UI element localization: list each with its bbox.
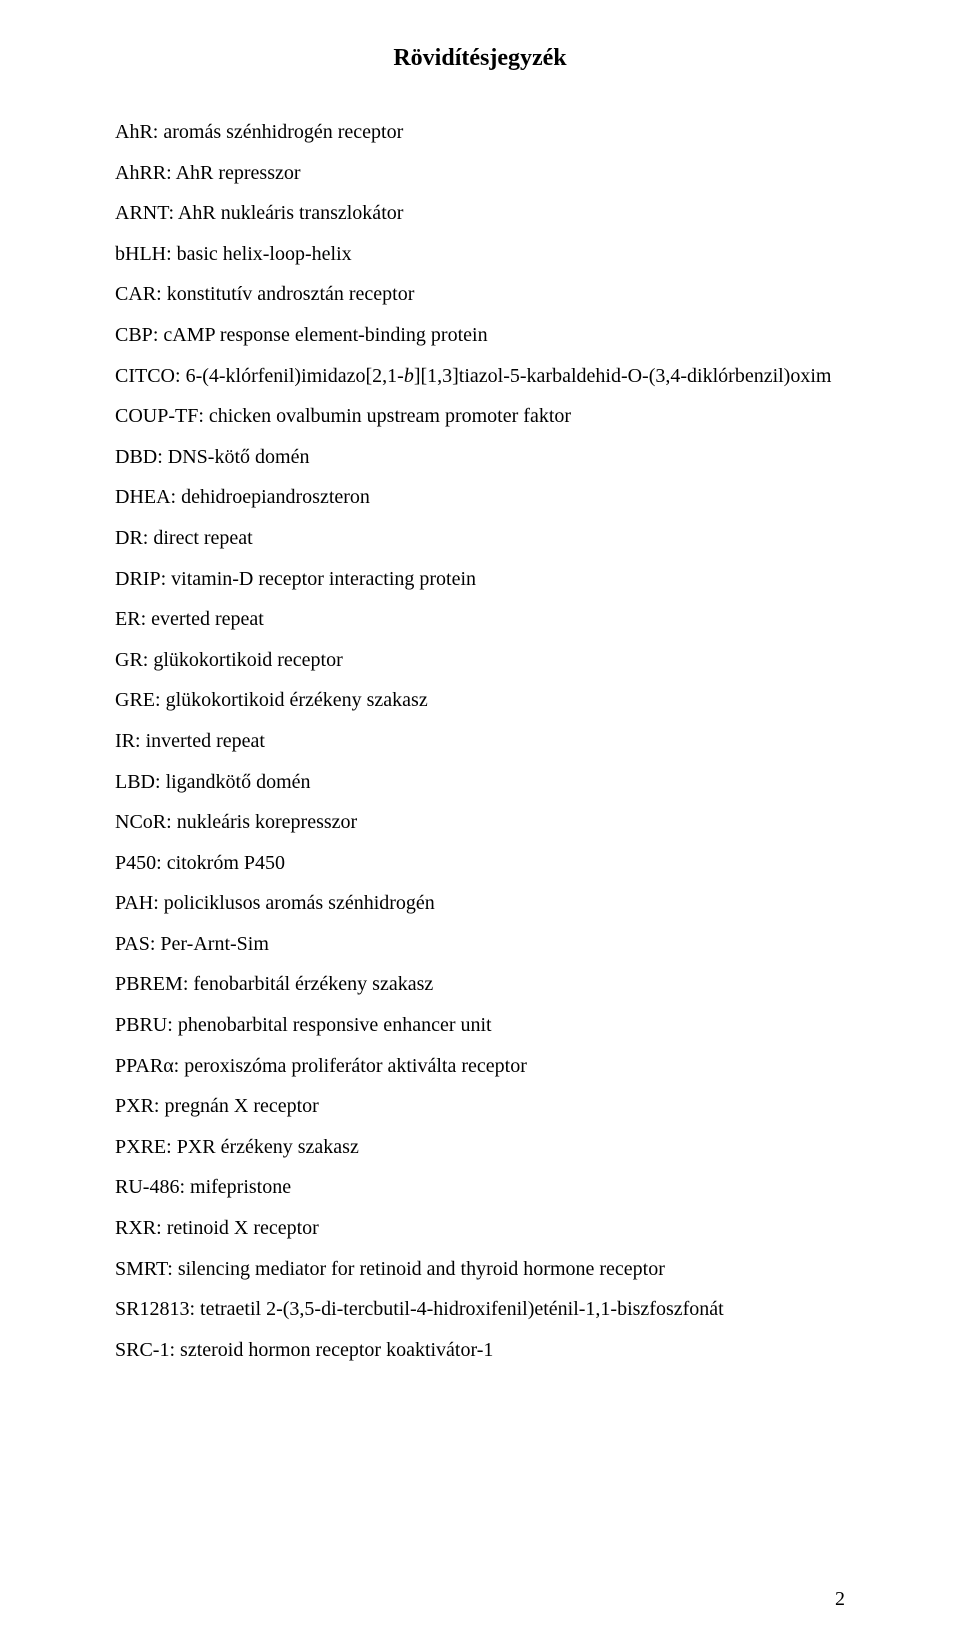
abbreviation-term: ARNT — [115, 202, 168, 224]
abbreviation-entry: SMRT: silencing mediator for retinoid an… — [115, 1249, 845, 1290]
abbreviation-term: NCoR — [115, 811, 166, 833]
abbreviation-entry: DRIP: vitamin-D receptor interacting pro… — [115, 559, 845, 600]
abbreviation-entry: PXR: pregnán X receptor — [115, 1086, 845, 1127]
abbreviation-entry: bHLH: basic helix-loop-helix — [115, 234, 845, 275]
abbreviation-desc: aromás szénhidrogén receptor — [163, 121, 403, 143]
abbreviation-desc: 6-(4-klórfenil)imidazo[2,1- — [186, 365, 404, 387]
abbreviation-desc: basic helix-loop-helix — [177, 243, 352, 265]
abbreviation-term: ER — [115, 608, 141, 630]
abbreviation-desc: fenobarbitál érzékeny szakasz — [193, 973, 433, 995]
abbreviation-term: GRE — [115, 689, 155, 711]
abbreviation-term: AhRR — [115, 162, 166, 184]
abbreviation-desc: AhR represszor — [176, 162, 301, 184]
abbreviation-desc: PXR érzékeny szakasz — [177, 1136, 359, 1158]
abbreviation-entry: AhR: aromás szénhidrogén receptor — [115, 112, 845, 153]
abbreviation-term: CAR — [115, 283, 156, 305]
page-number: 2 — [835, 1588, 845, 1611]
abbreviation-entry: CAR: konstitutív androsztán receptor — [115, 274, 845, 315]
abbreviation-entry: GRE: glükokortikoid érzékeny szakasz — [115, 680, 845, 721]
abbreviation-desc: everted repeat — [151, 608, 264, 630]
abbreviation-desc: AhR nukleáris transzlokátor — [178, 202, 404, 224]
abbreviation-term: DRIP — [115, 568, 161, 590]
abbreviation-entry: COUP-TF: chicken ovalbumin upstream prom… — [115, 396, 845, 437]
abbreviation-term: PPARα — [115, 1055, 174, 1077]
abbreviation-entry: SR12813: tetraetil 2-(3,5-di-tercbutil-4… — [115, 1289, 845, 1330]
abbreviation-desc: ][1,3]tiazol-5-karbaldehid-O-(3,4-diklór… — [414, 365, 832, 387]
abbreviation-term: P450 — [115, 852, 156, 874]
abbreviation-desc: citokróm P450 — [167, 852, 285, 874]
abbreviation-entry: PBREM: fenobarbitál érzékeny szakasz — [115, 964, 845, 1005]
abbreviation-entry: DBD: DNS-kötő domén — [115, 437, 845, 478]
abbreviation-entry: PAH: policiklusos aromás szénhidrogén — [115, 883, 845, 924]
abbreviation-desc: mifepristone — [190, 1176, 291, 1198]
abbreviation-term: IR — [115, 730, 135, 752]
abbreviation-desc: ligandkötő domén — [166, 771, 311, 793]
abbreviation-desc: glükokortikoid receptor — [153, 649, 342, 671]
abbreviation-entry: CITCO: 6-(4-klórfenil)imidazo[2,1-b][1,3… — [115, 356, 845, 397]
abbreviation-entry: AhRR: AhR represszor — [115, 153, 845, 194]
abbreviation-desc: pregnán X receptor — [164, 1095, 318, 1117]
abbreviation-entry: IR: inverted repeat — [115, 721, 845, 762]
abbreviation-entry: NCoR: nukleáris korepresszor — [115, 802, 845, 843]
abbreviation-desc-italic: b — [404, 365, 414, 387]
abbreviation-term: PXR — [115, 1095, 154, 1117]
abbreviation-entry: DR: direct repeat — [115, 518, 845, 559]
abbreviation-list: AhR: aromás szénhidrogén receptorAhRR: A… — [115, 112, 845, 1370]
abbreviation-term: GR — [115, 649, 143, 671]
abbreviation-term: bHLH — [115, 243, 166, 265]
abbreviation-term: AhR — [115, 121, 153, 143]
abbreviation-entry: P450: citokróm P450 — [115, 843, 845, 884]
abbreviation-term: PBRU — [115, 1014, 167, 1036]
abbreviation-desc: chicken ovalbumin upstream promoter fakt… — [209, 405, 571, 427]
abbreviation-term: SRC-1 — [115, 1339, 169, 1361]
abbreviation-entry: RU-486: mifepristone — [115, 1167, 845, 1208]
abbreviation-entry: DHEA: dehidroepiandroszteron — [115, 477, 845, 518]
abbreviation-desc: nukleáris korepresszor — [177, 811, 358, 833]
abbreviation-term: DR — [115, 527, 143, 549]
abbreviation-entry: LBD: ligandkötő domén — [115, 762, 845, 803]
abbreviation-term: PXRE — [115, 1136, 166, 1158]
abbreviation-entry: ER: everted repeat — [115, 599, 845, 640]
abbreviation-entry: RXR: retinoid X receptor — [115, 1208, 845, 1249]
abbreviation-term: PBREM — [115, 973, 183, 995]
abbreviation-desc: phenobarbital responsive enhancer unit — [178, 1014, 492, 1036]
abbreviation-desc: direct repeat — [153, 527, 252, 549]
abbreviation-term: DHEA — [115, 486, 171, 508]
abbreviation-desc: cAMP response element-binding protein — [163, 324, 487, 346]
abbreviation-entry: SRC-1: szteroid hormon receptor koaktivá… — [115, 1330, 845, 1371]
abbreviation-term: RXR — [115, 1217, 156, 1239]
abbreviation-term: RU-486 — [115, 1176, 179, 1198]
abbreviation-term: LBD — [115, 771, 155, 793]
abbreviation-entry: ARNT: AhR nukleáris transzlokátor — [115, 193, 845, 234]
abbreviation-entry: PBRU: phenobarbital responsive enhancer … — [115, 1005, 845, 1046]
abbreviation-term: COUP-TF — [115, 405, 198, 427]
abbreviation-term: DBD — [115, 446, 157, 468]
abbreviation-term: PAS — [115, 933, 150, 955]
abbreviation-entry: PPARα: peroxiszóma proliferátor aktivált… — [115, 1046, 845, 1087]
abbreviation-desc: peroxiszóma proliferátor aktiválta recep… — [184, 1055, 527, 1077]
abbreviation-desc: tetraetil 2-(3,5-di-tercbutil-4-hidroxif… — [200, 1298, 724, 1320]
abbreviation-desc: dehidroepiandroszteron — [181, 486, 370, 508]
abbreviation-desc: glükokortikoid érzékeny szakasz — [166, 689, 428, 711]
abbreviation-term: CBP — [115, 324, 153, 346]
abbreviation-desc: silencing mediator for retinoid and thyr… — [178, 1258, 665, 1280]
abbreviation-term: SR12813 — [115, 1298, 189, 1320]
page-title: Rövidítésjegyzék — [115, 45, 845, 72]
abbreviation-desc: policiklusos aromás szénhidrogén — [164, 892, 435, 914]
abbreviation-desc: retinoid X receptor — [167, 1217, 319, 1239]
abbreviation-entry: CBP: cAMP response element-binding prote… — [115, 315, 845, 356]
abbreviation-desc: vitamin-D receptor interacting protein — [171, 568, 476, 590]
abbreviation-term: SMRT — [115, 1258, 167, 1280]
abbreviation-desc: szteroid hormon receptor koaktivátor-1 — [180, 1339, 493, 1361]
abbreviation-entry: GR: glükokortikoid receptor — [115, 640, 845, 681]
abbreviation-desc: konstitutív androsztán receptor — [167, 283, 415, 305]
abbreviation-entry: PXRE: PXR érzékeny szakasz — [115, 1127, 845, 1168]
abbreviation-desc: Per-Arnt-Sim — [160, 933, 268, 955]
abbreviation-desc: DNS-kötő domén — [168, 446, 310, 468]
abbreviation-desc: inverted repeat — [146, 730, 265, 752]
abbreviation-term: CITCO — [115, 365, 175, 387]
abbreviation-entry: PAS: Per-Arnt-Sim — [115, 924, 845, 965]
abbreviation-term: PAH — [115, 892, 153, 914]
